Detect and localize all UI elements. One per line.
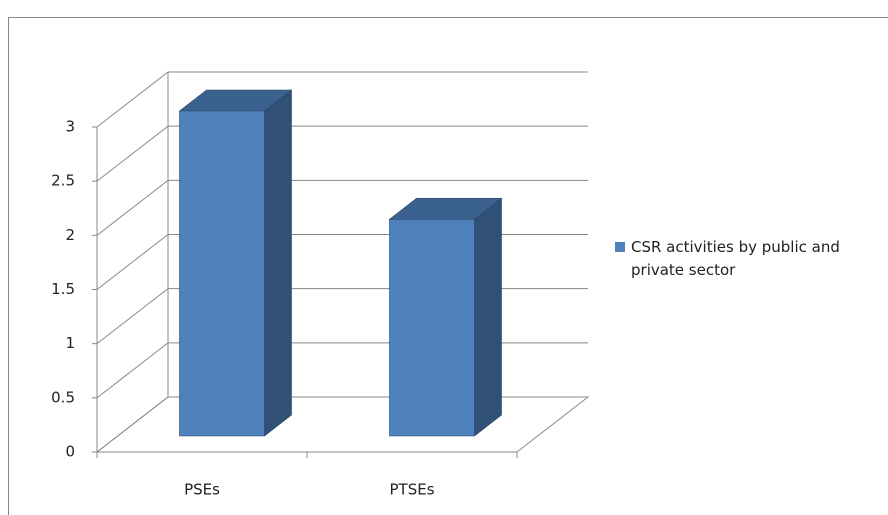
grid-line [96, 179, 588, 236]
y-tick-label: 0.5 [51, 388, 75, 406]
bar [388, 197, 503, 437]
floor [96, 396, 590, 453]
y-tick-label: 1 [65, 334, 75, 352]
grid-line [96, 396, 588, 453]
x-tick-label: PSEs [184, 481, 220, 499]
bar-face [179, 110, 265, 437]
y-tick-label: 1.5 [51, 280, 75, 298]
x-tick-label: PTSEs [389, 481, 434, 499]
bar-face [474, 197, 502, 437]
legend-label: CSR activities by public and private sec… [631, 238, 840, 279]
grid-line [96, 71, 588, 128]
bar [178, 89, 293, 437]
grid-line [96, 125, 588, 182]
bar-face [264, 89, 292, 437]
bar-face [389, 219, 475, 437]
grid-line [96, 342, 588, 399]
legend-swatch [615, 242, 625, 252]
frame [8, 17, 888, 515]
grid-line [96, 234, 588, 290]
y-tick-label: 0 [65, 443, 75, 461]
y-tick-label: 2 [65, 226, 75, 244]
y-tick-label: 3 [65, 118, 75, 136]
grid-line [96, 288, 588, 345]
y-tick-label: 2.5 [51, 172, 75, 190]
